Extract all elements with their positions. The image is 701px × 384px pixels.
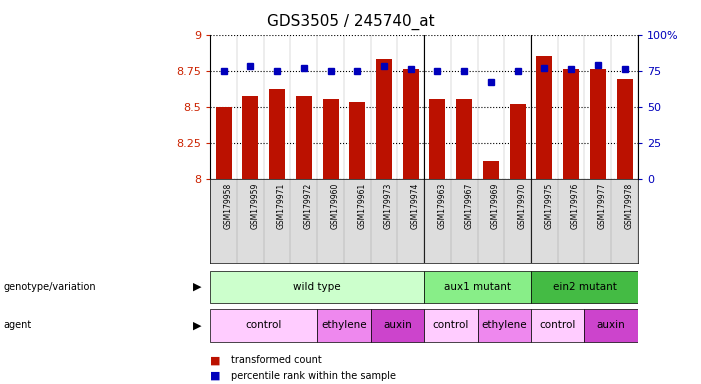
- Text: GSM179971: GSM179971: [277, 183, 286, 229]
- Bar: [210, 309, 317, 342]
- Text: GSM179958: GSM179958: [224, 183, 233, 229]
- Bar: [531, 309, 585, 342]
- Bar: [216, 107, 231, 179]
- Text: ein2 mutant: ein2 mutant: [552, 282, 616, 292]
- Bar: [371, 309, 424, 342]
- Bar: [424, 309, 477, 342]
- Text: GSM179972: GSM179972: [304, 183, 313, 229]
- Text: GSM179969: GSM179969: [491, 183, 500, 229]
- Text: transformed count: transformed count: [231, 355, 322, 365]
- Bar: [376, 59, 392, 179]
- Bar: [585, 309, 638, 342]
- Text: ▶: ▶: [193, 320, 202, 331]
- Text: control: control: [433, 320, 469, 331]
- Text: GSM179975: GSM179975: [545, 183, 553, 229]
- Text: ■: ■: [210, 371, 221, 381]
- Text: GSM179960: GSM179960: [331, 183, 339, 229]
- Text: percentile rank within the sample: percentile rank within the sample: [231, 371, 396, 381]
- Bar: [243, 96, 259, 179]
- Bar: [403, 69, 418, 179]
- Text: GSM179961: GSM179961: [358, 183, 367, 229]
- Text: ethylene: ethylene: [482, 320, 527, 331]
- Text: GSM179976: GSM179976: [571, 183, 580, 229]
- Bar: [317, 309, 371, 342]
- Text: ■: ■: [210, 355, 221, 365]
- Bar: [430, 99, 446, 179]
- Text: GSM179963: GSM179963: [437, 183, 447, 229]
- Bar: [590, 69, 606, 179]
- Bar: [456, 99, 472, 179]
- Text: auxin: auxin: [597, 320, 625, 331]
- Text: GSM179967: GSM179967: [464, 183, 473, 229]
- Text: GSM179970: GSM179970: [517, 183, 526, 229]
- Text: genotype/variation: genotype/variation: [4, 282, 96, 292]
- Bar: [510, 104, 526, 179]
- Bar: [210, 271, 424, 303]
- Bar: [563, 69, 579, 179]
- Bar: [477, 309, 531, 342]
- Bar: [349, 102, 365, 179]
- Bar: [269, 89, 285, 179]
- Text: wild type: wild type: [294, 282, 341, 292]
- Text: ethylene: ethylene: [321, 320, 367, 331]
- Bar: [617, 79, 632, 179]
- Text: GSM179973: GSM179973: [384, 183, 393, 229]
- Bar: [296, 96, 312, 179]
- Bar: [322, 99, 339, 179]
- Text: control: control: [540, 320, 576, 331]
- Bar: [536, 56, 552, 179]
- Text: aux1 mutant: aux1 mutant: [444, 282, 511, 292]
- Text: auxin: auxin: [383, 320, 411, 331]
- Bar: [483, 161, 499, 179]
- Bar: [424, 271, 531, 303]
- Text: GSM179978: GSM179978: [625, 183, 634, 229]
- Text: control: control: [245, 320, 282, 331]
- Bar: [531, 271, 638, 303]
- Text: GSM179977: GSM179977: [598, 183, 607, 229]
- Text: GSM179959: GSM179959: [250, 183, 259, 229]
- Text: GSM179974: GSM179974: [411, 183, 420, 229]
- Text: agent: agent: [4, 320, 32, 331]
- Text: GDS3505 / 245740_at: GDS3505 / 245740_at: [266, 13, 435, 30]
- Text: ▶: ▶: [193, 282, 202, 292]
